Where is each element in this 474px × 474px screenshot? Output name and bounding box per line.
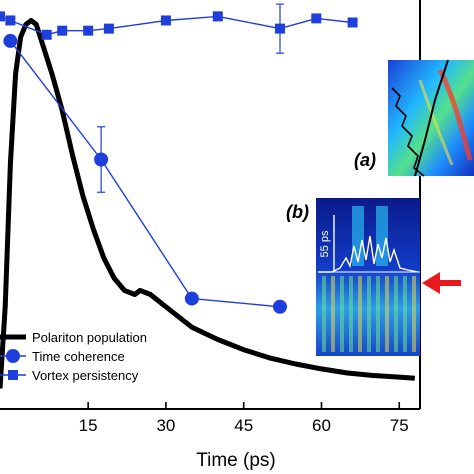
inset-a-vortex-line (414, 59, 449, 177)
point-2-4 (83, 25, 94, 36)
red-arrow (422, 272, 461, 294)
inset-b: 55 ps (b) (286, 198, 461, 356)
point-2-8 (275, 23, 285, 34)
point-1-1 (94, 152, 109, 167)
inset-b-fringe-2 (340, 276, 344, 352)
legend-label-1: Time coherence (32, 349, 125, 364)
point-2-1 (5, 15, 16, 26)
point-1-0 (3, 33, 18, 48)
inset-b-fringe-1 (331, 276, 335, 352)
inset-b-fringe-7 (385, 276, 389, 352)
legend: Polariton population Time coherence Vortex… (0, 330, 147, 383)
x-tick-label-1: 30 (156, 416, 175, 435)
point-2-0 (0, 11, 5, 22)
inset-b-fringe-8 (394, 276, 398, 352)
x-tick-label-3: 60 (312, 416, 331, 435)
x-axis-label: Time (ps) (196, 450, 276, 471)
point-2-10 (347, 17, 358, 28)
x-axis-tick-labels: 15 30 45 60 75 (79, 416, 409, 435)
inset-b-fringe-5 (367, 276, 371, 352)
point-2-5 (103, 23, 114, 34)
legend-marker-1 (6, 349, 20, 363)
inset-b-fringe-10 (412, 276, 416, 352)
inset-a-trace (391, 87, 425, 177)
series-layer (0, 3, 415, 389)
x-tick-label-2: 45 (234, 416, 253, 435)
legend-label-2: Vortex persistency (32, 368, 139, 383)
point-2-2 (41, 29, 52, 40)
inset-b-fringe-9 (403, 276, 407, 352)
point-2-3 (57, 25, 68, 36)
x-tick-label-0: 15 (79, 416, 98, 435)
inset-b-label: (b) (286, 202, 309, 222)
series-line-2 (0, 15, 353, 36)
inset-a-label: (a) (354, 150, 376, 170)
legend-marker-2 (8, 370, 18, 380)
inset-a-highlight-2 (418, 79, 454, 166)
point-2-9 (311, 13, 322, 24)
inset-b-fringe-6 (376, 276, 380, 352)
point-1-3 (273, 299, 287, 314)
series-line-1 (9, 40, 281, 308)
point-1-2 (184, 291, 199, 306)
x-axis-ticks (87, 402, 401, 409)
inset-b-lobe-right (376, 206, 388, 266)
inset-b-profile (318, 235, 419, 273)
point-2-6 (160, 15, 171, 26)
inset-b-fringe-3 (349, 276, 353, 352)
point-2-7 (212, 11, 223, 22)
inset-a: (a) (354, 59, 474, 177)
series-line-0 (0, 18, 415, 389)
inset-b-fringe-0 (322, 276, 326, 352)
legend-label-0: Polariton population (32, 330, 147, 345)
inset-b-lobe-left (352, 206, 364, 266)
inset-b-scale-label: 55 ps (319, 230, 331, 257)
x-tick-label-4: 75 (390, 416, 409, 435)
inset-b-fringe-4 (358, 276, 362, 352)
inset-a-highlight (437, 68, 473, 161)
